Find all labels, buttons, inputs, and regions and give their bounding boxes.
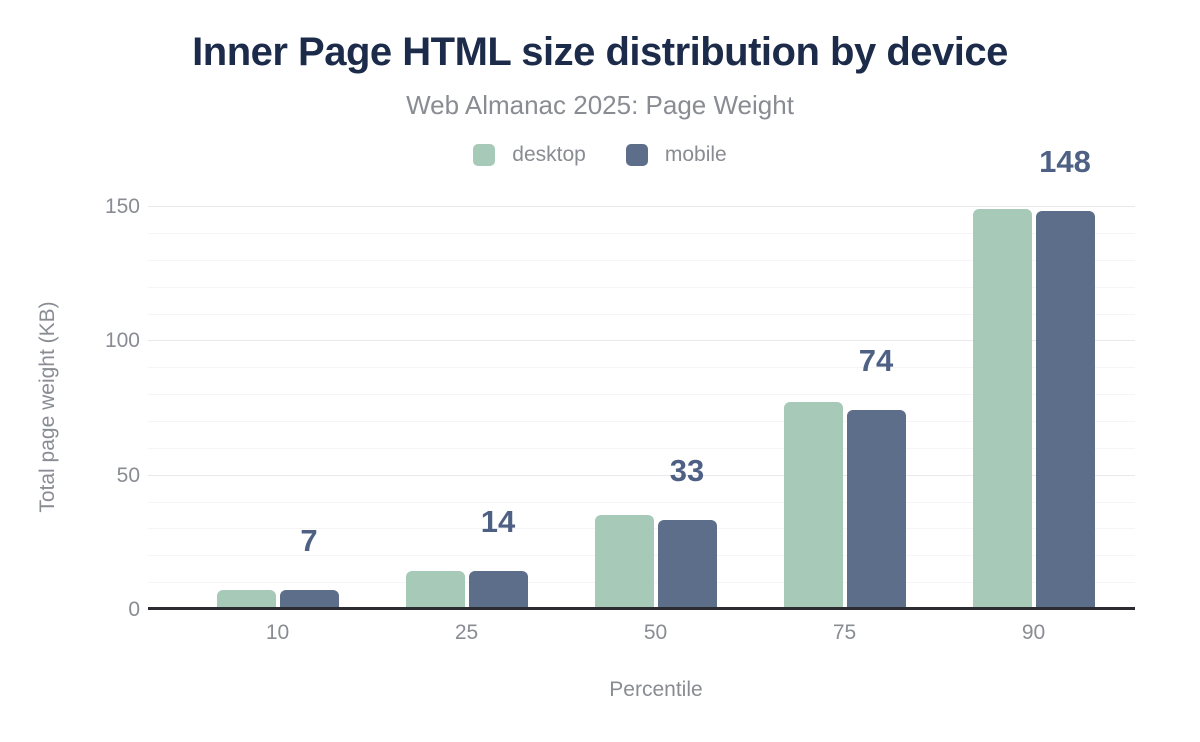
y-tick-label: 100 [104, 329, 140, 353]
legend-item-desktop[interactable]: desktop [473, 143, 586, 167]
chart-subtitle: Web Almanac 2025: Page Weight [406, 90, 794, 120]
minor-gridline [148, 394, 1135, 396]
bar-mobile-p50[interactable] [657, 520, 717, 609]
x-tick-label: 75 [832, 621, 857, 644]
x-tick-label: 50 [643, 621, 668, 644]
y-axis-title: Total page weight (KB) [36, 301, 59, 513]
x-tick-label: 90 [1021, 621, 1046, 644]
major-gridline [148, 474, 1135, 476]
minor-gridline [148, 420, 1135, 422]
minor-gridline [148, 286, 1135, 288]
minor-gridline [148, 501, 1135, 503]
bar-desktop-p75[interactable] [783, 402, 843, 609]
minor-gridline [148, 259, 1135, 261]
bar-value-label: 74 [858, 343, 894, 379]
bar-desktop-p90[interactable] [972, 208, 1032, 609]
x-axis-line [148, 607, 1135, 610]
legend-label-desktop: desktop [512, 143, 586, 166]
legend-label-mobile: mobile [664, 143, 727, 166]
bar-desktop-p25[interactable] [405, 571, 465, 609]
bar-value-label: 7 [300, 523, 318, 559]
major-gridline [148, 206, 1135, 207]
bar-mobile-p90[interactable] [1035, 211, 1095, 609]
desktop-swatch-icon [473, 144, 496, 166]
minor-gridline [148, 313, 1135, 315]
bar-desktop-p50[interactable] [594, 515, 654, 609]
legend-item-mobile[interactable]: mobile [625, 143, 727, 167]
legend: desktop mobile [0, 140, 1200, 170]
y-tick-label: 0 [128, 598, 140, 621]
bar-desktop-p10[interactable] [216, 590, 276, 609]
chart-title: Inner Page HTML size distribution by dev… [192, 30, 1008, 74]
x-tick-label: 25 [454, 621, 479, 644]
minor-gridline [148, 232, 1135, 234]
bar-mobile-p25[interactable] [468, 571, 528, 609]
bar-value-label: 14 [480, 504, 516, 540]
bar-mobile-p10[interactable] [279, 590, 339, 609]
minor-gridline [148, 367, 1135, 369]
x-tick-label: 10 [265, 621, 290, 644]
major-gridline [148, 340, 1135, 342]
minor-gridline [148, 447, 1135, 449]
y-tick-label: 150 [104, 195, 140, 218]
x-axis-title: Percentile [609, 678, 703, 701]
y-tick-label: 50 [116, 463, 140, 487]
bar-value-label: 33 [669, 453, 705, 489]
bar-value-label: 148 [1039, 144, 1091, 180]
bar-mobile-p75[interactable] [846, 410, 906, 609]
mobile-swatch-icon [625, 144, 648, 166]
